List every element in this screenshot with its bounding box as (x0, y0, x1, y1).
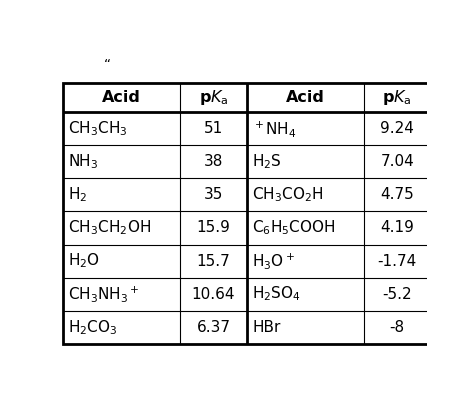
Text: H$_2$O: H$_2$O (68, 252, 100, 270)
Text: -1.74: -1.74 (378, 253, 417, 268)
Text: $^+$NH$_4$: $^+$NH$_4$ (252, 119, 296, 139)
Text: 9.24: 9.24 (380, 121, 414, 136)
Text: 15.9: 15.9 (197, 220, 230, 235)
Text: 15.7: 15.7 (197, 253, 230, 268)
Text: 4.19: 4.19 (380, 220, 414, 235)
Text: Acid: Acid (102, 90, 141, 105)
Bar (63, 83, 430, 344)
Text: C$_6$H$_5$COOH: C$_6$H$_5$COOH (252, 219, 336, 237)
Text: H$_2$S: H$_2$S (252, 152, 282, 171)
Text: -5.2: -5.2 (383, 286, 412, 301)
Text: CH$_3$CO$_2$H: CH$_3$CO$_2$H (252, 185, 324, 204)
Text: p$\mathit{K}_{\mathrm{a}}$: p$\mathit{K}_{\mathrm{a}}$ (383, 88, 412, 107)
Text: CH$_3$NH$_3$$^+$: CH$_3$NH$_3$$^+$ (68, 284, 140, 304)
Text: 51: 51 (204, 121, 223, 136)
Text: H$_2$SO$_4$: H$_2$SO$_4$ (252, 285, 301, 303)
Text: CH$_3$CH$_3$: CH$_3$CH$_3$ (68, 119, 128, 138)
Text: NH$_3$: NH$_3$ (68, 152, 99, 171)
Text: Acid: Acid (286, 90, 325, 105)
Text: H$_2$CO$_3$: H$_2$CO$_3$ (68, 318, 118, 336)
Text: 10.64: 10.64 (192, 286, 235, 301)
Text: 38: 38 (204, 154, 223, 169)
Text: 7.04: 7.04 (380, 154, 414, 169)
Text: HBr: HBr (252, 320, 281, 335)
Text: -8: -8 (390, 320, 405, 335)
Text: 35: 35 (204, 187, 223, 202)
Text: 6.37: 6.37 (197, 320, 230, 335)
Text: 4.75: 4.75 (380, 187, 414, 202)
Text: H$_3$O$^+$: H$_3$O$^+$ (252, 251, 295, 271)
Text: “: “ (103, 58, 110, 72)
Text: p$\mathit{K}_{\mathrm{a}}$: p$\mathit{K}_{\mathrm{a}}$ (199, 88, 228, 107)
Text: H$_2$: H$_2$ (68, 185, 88, 204)
Text: CH$_3$CH$_2$OH: CH$_3$CH$_2$OH (68, 219, 151, 237)
